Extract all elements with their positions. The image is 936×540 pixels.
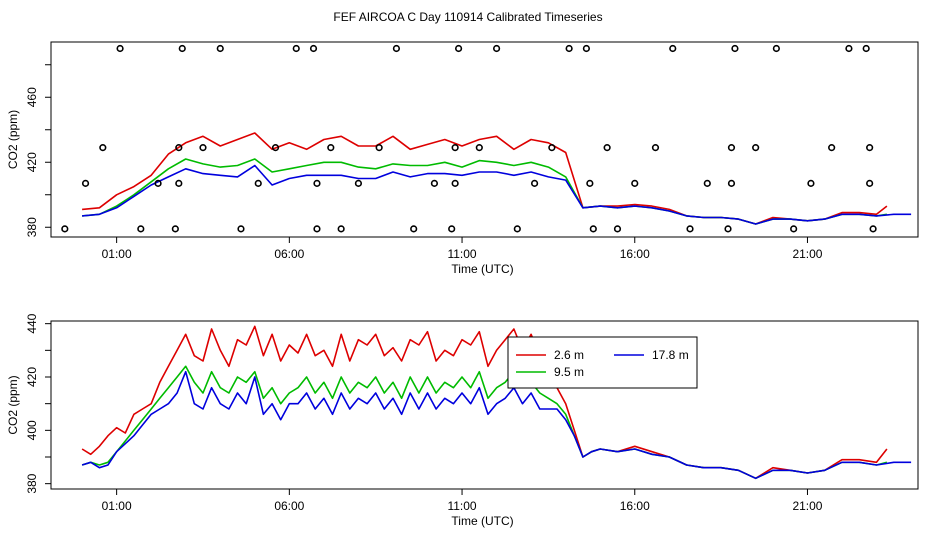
panel-1-circle-marker bbox=[448, 225, 456, 233]
panel-1-circle-marker bbox=[178, 44, 186, 53]
panel-2-x-tick-label: 11:00 bbox=[447, 499, 476, 513]
panel-1-circle-marker bbox=[703, 179, 711, 187]
panel-1-circle-marker bbox=[866, 179, 874, 187]
panel-1-y-tick-label: 460 bbox=[25, 87, 39, 107]
panel-2-x-tick-label: 01:00 bbox=[102, 499, 132, 513]
panel-1-circle-marker bbox=[731, 44, 739, 53]
panel-1-circle-marker bbox=[292, 44, 300, 53]
panel-1-x-tick-label: 21:00 bbox=[792, 247, 822, 261]
panel-1-circle-marker bbox=[727, 144, 736, 152]
panel-1-circle-marker bbox=[454, 44, 463, 53]
panel-1-x-tick-label: 01:00 bbox=[102, 247, 132, 261]
panel-1-circle-marker bbox=[216, 44, 224, 53]
panel-2-legend-box bbox=[507, 336, 698, 389]
panel-1-circle-marker bbox=[492, 44, 501, 53]
panel-1-circle-marker bbox=[175, 179, 183, 187]
panel-2-legend-label: 17.8 m bbox=[652, 348, 689, 362]
panel-1-circle-marker bbox=[613, 225, 622, 233]
panel-1-circle-marker bbox=[199, 144, 207, 152]
panel-1-x-tick-label: 06:00 bbox=[274, 247, 304, 261]
panel-2-series-line-17-8-m bbox=[81, 370, 912, 480]
panel-1-circle-marker bbox=[99, 144, 107, 152]
panel-1-series-line-2 bbox=[82, 158, 888, 225]
panel-1-circle-marker bbox=[430, 179, 439, 187]
panel-1-circle-marker bbox=[410, 225, 418, 233]
panel-1-circle-marker bbox=[451, 144, 459, 152]
panel-2-x-tick-label: 16:00 bbox=[620, 499, 650, 513]
panel-1-x-tick-label: 16:00 bbox=[620, 247, 650, 261]
panel-1-circle-marker bbox=[548, 144, 556, 152]
panel-1-circle-marker bbox=[631, 179, 639, 187]
panel-1-series-line-1 bbox=[82, 132, 888, 225]
panel-1-circle-marker bbox=[727, 179, 736, 187]
page-title: FEF AIRCOA C Day 110914 Calibrated Times… bbox=[333, 10, 603, 24]
panel-1-circle-marker bbox=[589, 225, 597, 233]
panel-1-y-axis-title: CO2 (ppm) bbox=[6, 110, 20, 169]
panel-1-circle-marker bbox=[862, 44, 870, 53]
panel-1-x-axis-title: Time (UTC) bbox=[451, 262, 513, 276]
panel-1-circle-marker bbox=[565, 44, 573, 53]
panel-2-x-tick-label: 06:00 bbox=[274, 499, 304, 513]
panel-1-circle-marker bbox=[451, 179, 459, 187]
panel-1-series-line-3 bbox=[82, 164, 912, 225]
panel-2-y-axis-title: CO2 (ppm) bbox=[6, 375, 20, 434]
panel-1-circle-marker bbox=[582, 44, 590, 53]
panel-1-circle-marker bbox=[845, 44, 853, 53]
panel-1-circle-marker bbox=[309, 44, 318, 53]
panel-1-circle-marker bbox=[475, 144, 483, 152]
panel-1-x-tick-label: 11:00 bbox=[447, 247, 476, 261]
panel-1-circle-marker bbox=[586, 179, 594, 187]
panel-1-circle-marker bbox=[116, 44, 124, 53]
panel-1-circle-marker bbox=[254, 179, 262, 187]
panel-1-circle-marker bbox=[669, 44, 677, 53]
panel-1-circle-marker bbox=[724, 225, 732, 233]
panel-1-circle-marker bbox=[603, 144, 611, 152]
panel-2-y-tick-label: 440 bbox=[25, 313, 39, 333]
panel-2-x-axis-title: Time (UTC) bbox=[451, 514, 513, 528]
panel-1-circle-marker bbox=[337, 225, 345, 233]
panel-1-circle-marker bbox=[651, 144, 660, 152]
panel-1-circle-marker bbox=[81, 179, 90, 187]
panel-1-plot-frame bbox=[50, 41, 919, 238]
panel-1-circle-marker bbox=[807, 179, 815, 187]
panel-1-circle-marker bbox=[237, 225, 245, 233]
panel-1-circle-marker bbox=[752, 144, 760, 152]
panel-1-circle-marker bbox=[313, 225, 321, 233]
panel-1-circle-marker bbox=[866, 144, 874, 152]
panel-1-y-tick-label: 380 bbox=[25, 217, 39, 237]
panel-1-circle-marker bbox=[392, 44, 401, 53]
panel-2-legend-label: 9.5 m bbox=[554, 365, 584, 379]
panel-1-circle-marker bbox=[828, 144, 836, 152]
panel-1-y-tick-label: 420 bbox=[25, 152, 39, 172]
panel-1-circle-marker bbox=[772, 44, 780, 53]
panel-1-circle-marker bbox=[375, 144, 383, 152]
panel-1-circle-marker bbox=[154, 179, 162, 187]
panel-1-circle-marker bbox=[271, 144, 280, 152]
panel-1-circle-marker bbox=[137, 225, 145, 233]
panel-1-circle-marker bbox=[175, 144, 183, 152]
panel-2-plot-frame bbox=[50, 320, 919, 490]
panel-2-series-line-9-5-m bbox=[81, 365, 888, 480]
panel-1-circle-marker bbox=[354, 179, 363, 187]
panel-2-y-tick-label: 400 bbox=[25, 420, 39, 440]
panel-1-circle-marker bbox=[530, 179, 539, 187]
panel-1-circle-marker bbox=[327, 144, 335, 152]
panel-2-y-tick-label: 380 bbox=[25, 473, 39, 493]
panel-1-circle-marker bbox=[313, 179, 321, 187]
panel-2-legend-label: 2.6 m bbox=[554, 348, 584, 362]
panel-1-circle-marker bbox=[869, 225, 877, 233]
panel-2-y-tick-label: 420 bbox=[25, 367, 39, 387]
panel-2-x-tick-label: 21:00 bbox=[792, 499, 822, 513]
panel-1-circle-marker bbox=[790, 225, 798, 233]
panel-1-circle-marker bbox=[171, 225, 179, 233]
panel-1-circle-marker bbox=[513, 225, 521, 233]
panel-1-circle-marker bbox=[61, 225, 69, 233]
panel-1-circle-marker bbox=[686, 225, 694, 233]
